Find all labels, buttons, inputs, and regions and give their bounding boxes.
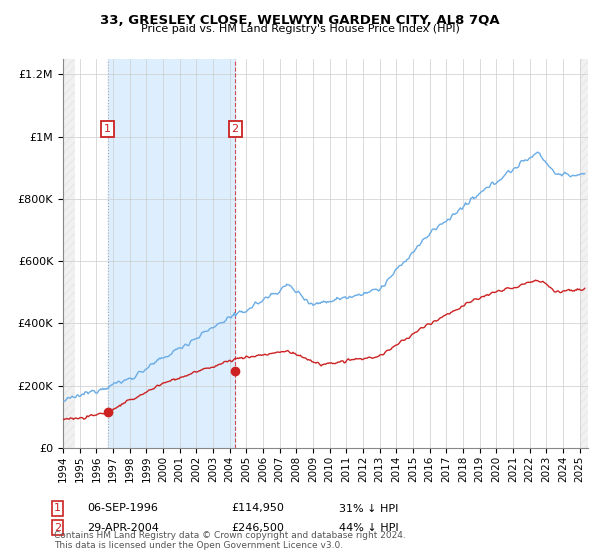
Text: 1: 1 — [104, 124, 111, 134]
Bar — [580, 59, 588, 448]
Text: 2: 2 — [54, 522, 61, 533]
Bar — [107, 59, 235, 448]
Text: 31% ↓ HPI: 31% ↓ HPI — [339, 503, 398, 514]
Text: 33, GRESLEY CLOSE, WELWYN GARDEN CITY, AL8 7QA: 33, GRESLEY CLOSE, WELWYN GARDEN CITY, A… — [100, 14, 500, 27]
Text: 2: 2 — [232, 124, 239, 134]
Text: Contains HM Land Registry data © Crown copyright and database right 2024.
This d: Contains HM Land Registry data © Crown c… — [54, 530, 406, 550]
Text: 06-SEP-1996: 06-SEP-1996 — [87, 503, 158, 514]
Text: Price paid vs. HM Land Registry's House Price Index (HPI): Price paid vs. HM Land Registry's House … — [140, 24, 460, 34]
Text: £246,500: £246,500 — [231, 522, 284, 533]
Text: 1: 1 — [54, 503, 61, 514]
Text: £114,950: £114,950 — [231, 503, 284, 514]
Bar — [63, 59, 74, 448]
Text: 44% ↓ HPI: 44% ↓ HPI — [339, 522, 398, 533]
Text: 29-APR-2004: 29-APR-2004 — [87, 522, 159, 533]
